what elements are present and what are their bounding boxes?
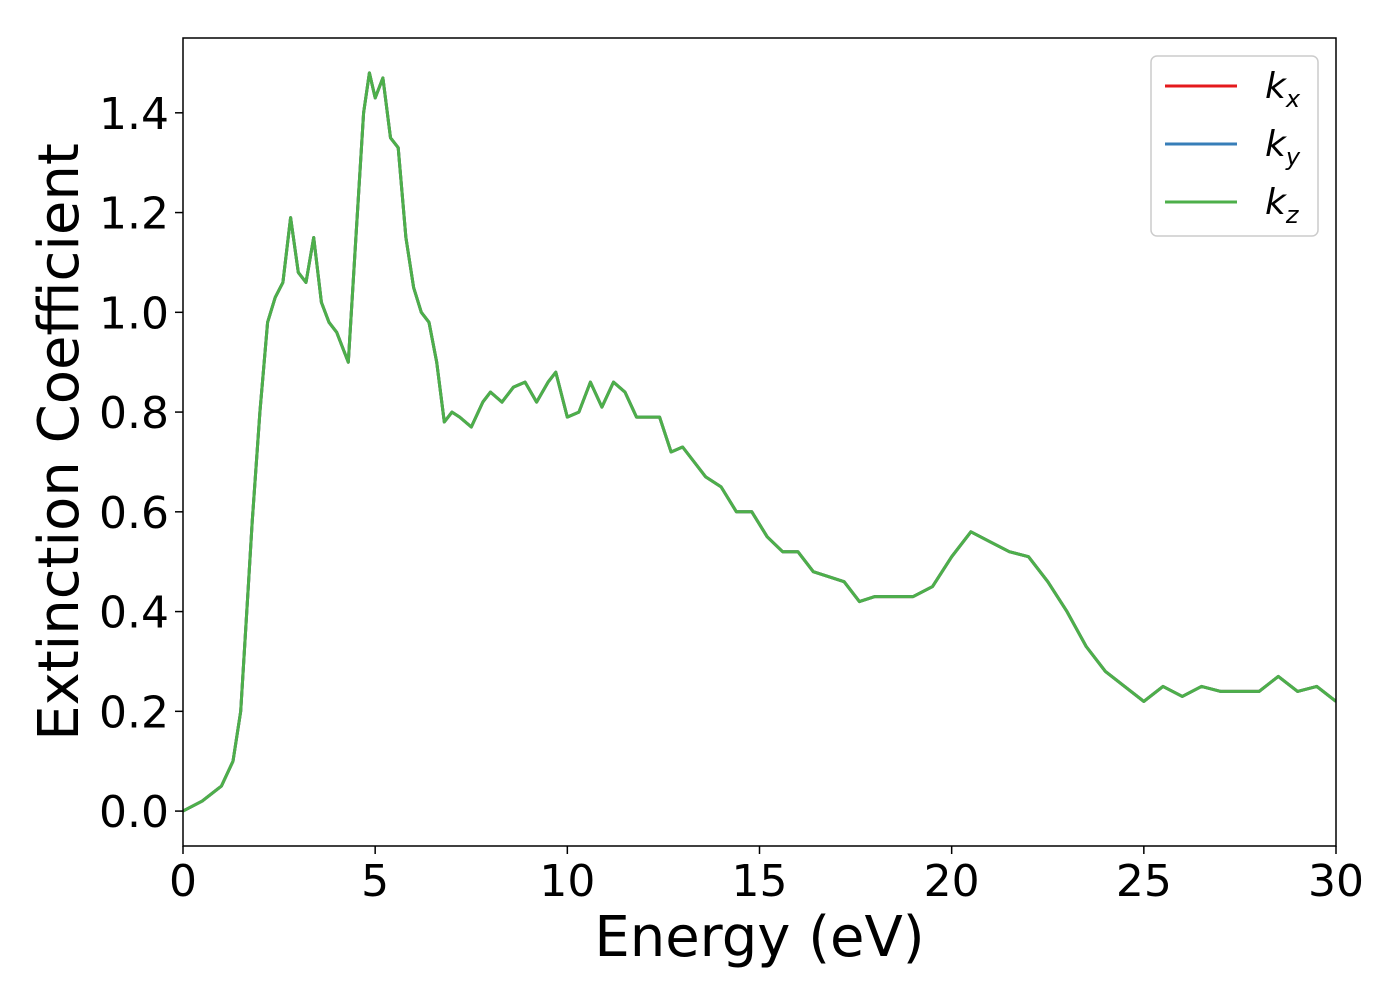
x-tick-label: 30 <box>1308 856 1364 907</box>
x-tick-label: 20 <box>924 856 980 907</box>
series-layer <box>183 71 1336 813</box>
y-tick-label: 1.0 <box>99 288 169 339</box>
x-tick-label: 10 <box>539 856 595 907</box>
x-tick-label: 0 <box>169 856 197 907</box>
legend-label-sub: y <box>1285 143 1301 171</box>
legend-label-main: k <box>1265 66 1288 107</box>
x-axis-title: Energy (eV) <box>594 905 924 970</box>
y-tick-label: 0.2 <box>99 687 169 738</box>
legend-label-sub: x <box>1285 85 1301 113</box>
legend-label-main: k <box>1265 182 1288 223</box>
legend-label-main: k <box>1265 124 1288 165</box>
y-tick-label: 0.4 <box>99 588 169 639</box>
y-axis-title: Extinction Coefficient <box>27 143 92 741</box>
x-axis: 0 5 10 15 20 25 30 <box>169 846 1364 907</box>
x-tick-label: 5 <box>361 856 389 907</box>
legend-box <box>1150 55 1319 237</box>
y-tick-label: 1.2 <box>99 189 169 240</box>
y-tick-label: 0.6 <box>99 488 169 539</box>
y-tick-label: 0.8 <box>99 388 169 439</box>
y-tick-label: 1.4 <box>99 89 169 140</box>
y-tick-label: 0.0 <box>99 787 169 838</box>
x-tick-label: 25 <box>1116 856 1172 907</box>
legend-label: ky <box>1265 124 1301 171</box>
legend-label: kx <box>1265 66 1301 113</box>
legend-label: kz <box>1265 182 1300 229</box>
y-axis: 0.0 0.2 0.4 0.6 0.8 1.0 1.2 1.4 <box>99 89 183 838</box>
legend-label-sub: z <box>1285 201 1300 229</box>
series-line-kz <box>183 71 1336 813</box>
x-tick-label: 15 <box>732 856 788 907</box>
